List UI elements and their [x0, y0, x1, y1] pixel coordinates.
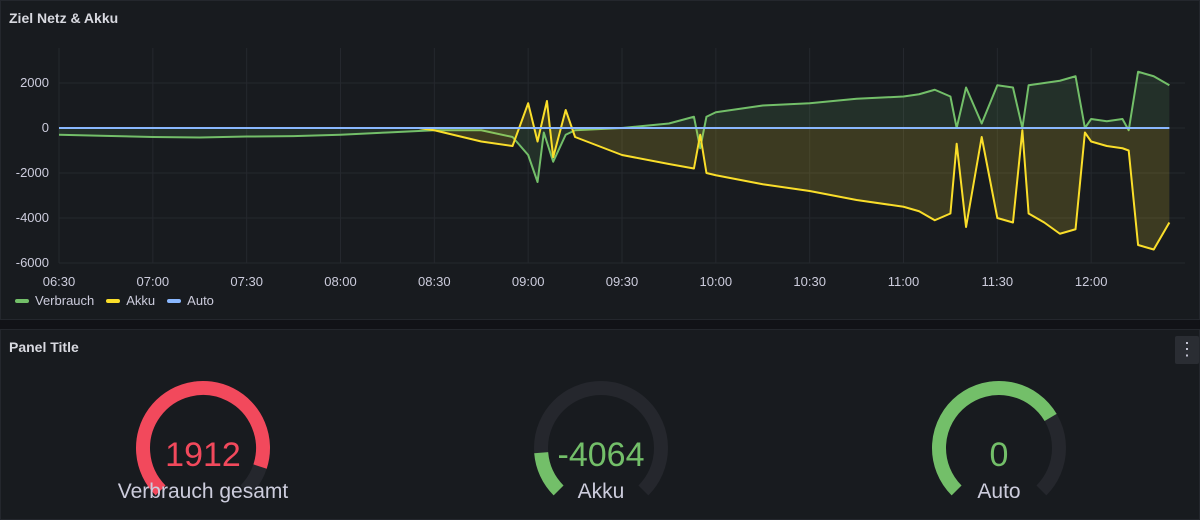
panel-title[interactable]: Panel Title	[9, 339, 79, 355]
x-tick-label: 11:30	[982, 274, 1014, 289]
gauge-label: Auto	[977, 480, 1021, 503]
x-tick-label: 07:30	[230, 274, 263, 289]
legend-label-auto: Auto	[187, 293, 214, 308]
series-verbrauch-area	[59, 71, 1170, 182]
y-tick-label: -6000	[16, 255, 49, 270]
x-tick-label: 06:30	[43, 274, 76, 289]
x-tick-label: 09:00	[512, 274, 545, 289]
legend-item-verbrauch[interactable]: Verbrauch	[15, 293, 94, 308]
gauge-akku: -4064 Akku	[451, 330, 751, 520]
y-tick-label: -4000	[16, 210, 49, 225]
x-tick-label: 10:00	[700, 274, 733, 289]
panel-title[interactable]: Ziel Netz & Akku	[9, 10, 119, 26]
chart-legend: Verbrauch Akku Auto	[15, 293, 214, 308]
gauge-track	[534, 381, 668, 496]
gauge-value: 1912	[165, 436, 241, 474]
legend-swatch-akku	[106, 298, 121, 303]
gauge-auto: 0 Auto	[849, 330, 1149, 520]
y-tick-label: 2000	[20, 75, 49, 90]
timeseries-chart: 2000 0 -2000 -4000 -6000 06:30 07:00 07:30 08:00…	[16, 48, 1185, 289]
timeseries-panel: Ziel Netz & Akku 2000 0 -2000 -4000 -6000 06:…	[0, 0, 1200, 320]
gauge-fill	[534, 451, 564, 496]
legend-item-auto[interactable]: Auto	[167, 293, 214, 308]
series-akku-area	[59, 101, 1170, 250]
x-tick-label: 07:00	[137, 274, 170, 289]
series-akku-line	[59, 100, 1171, 251]
legend-label-akku: Akku	[126, 293, 156, 308]
x-tick-label: 10:30	[793, 274, 826, 289]
gauge-label: Akku	[577, 480, 625, 503]
x-tick-label: 08:30	[418, 274, 451, 289]
gauge-fill	[136, 381, 270, 496]
x-tick-label: 11:00	[888, 274, 920, 289]
gauge-arc-akku	[534, 381, 668, 496]
series-verbrauch-line	[58, 70, 1170, 183]
gauge-arc-verbrauch	[136, 381, 270, 496]
legend-swatch-verbrauch	[15, 298, 29, 303]
gauge-verbrauch: 1912 Verbrauch gesamt	[53, 330, 353, 520]
legend-label-verbrauch: Verbrauch	[35, 293, 95, 308]
x-tick-label: 08:00	[324, 274, 357, 289]
x-tick-label: 09:30	[606, 274, 639, 289]
vertical-ellipsis-icon: ⋮	[1178, 339, 1196, 359]
y-tick-label: 0	[42, 120, 49, 135]
legend-swatch-auto	[167, 298, 182, 303]
gauge-value: -4064	[557, 436, 645, 474]
gauge-value: 0	[989, 436, 1009, 474]
y-tick-label: -2000	[16, 165, 49, 180]
panel-menu-button[interactable]: ⋮	[1175, 336, 1199, 364]
legend-item-akku[interactable]: Akku	[106, 293, 155, 308]
gauge-fill	[932, 381, 1057, 496]
gauge-panel: Panel Title ⋮ 1912 Verbrauch gesamt -406…	[0, 329, 1200, 520]
x-tick-label: 12:00	[1075, 274, 1108, 289]
gauge-label: Verbrauch gesamt	[117, 480, 289, 503]
gauge-arc-auto	[932, 381, 1066, 496]
